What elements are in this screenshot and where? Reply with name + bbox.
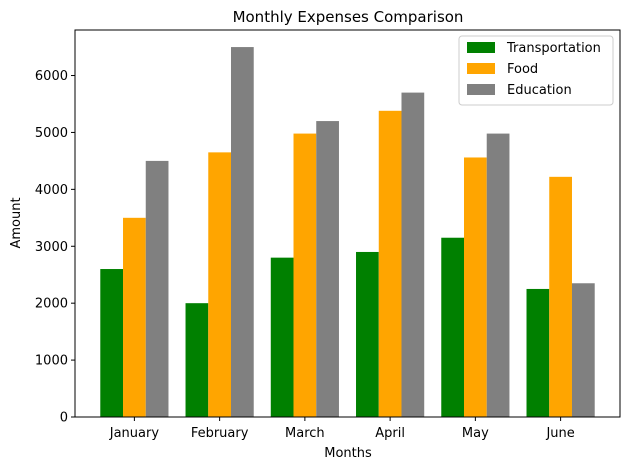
bar-education-march [316, 121, 339, 417]
bar-food-february [208, 152, 231, 418]
bar-education-january [145, 160, 169, 417]
bar-education-february [231, 47, 254, 417]
bar-transportation-april [356, 251, 379, 417]
plot-frame [74, 29, 621, 418]
x-tick-label: March [285, 426, 325, 441]
bar-transportation-january [100, 269, 124, 417]
y-tick-label: 1000 [35, 354, 68, 369]
y-axis-title: Amount [9, 197, 24, 248]
y-tick-label: 6000 [35, 69, 68, 84]
x-tick-label: April [375, 426, 405, 441]
x-tick-label: June [545, 426, 574, 441]
bar-food-april [378, 110, 402, 417]
x-axis: January February March April May June [109, 417, 575, 441]
bar-education-june [571, 283, 595, 417]
bar-transportation-march [270, 257, 294, 417]
chart-title: Monthly Expenses Comparison [233, 8, 464, 26]
bar-education-april [401, 92, 425, 417]
y-axis: 0 1000 2000 3000 4000 5000 6000 [35, 69, 75, 426]
bars-layer [100, 47, 595, 418]
bar-transportation-june [526, 288, 550, 417]
legend-frame [458, 35, 614, 106]
legend-swatch-food [467, 63, 495, 74]
x-axis-title: Months [324, 446, 372, 461]
legend-label-transportation: Transportation [506, 41, 601, 56]
y-tick-label: 4000 [35, 183, 68, 198]
bar-transportation-may [441, 237, 464, 417]
bar-transportation-february [185, 303, 209, 417]
legend-swatch-education [467, 84, 495, 95]
x-tick-label: January [109, 426, 160, 441]
bar-food-june [549, 176, 572, 417]
x-tick-label: May [462, 426, 489, 441]
legend: Transportation Food Education [458, 35, 614, 106]
legend-swatch-transportation [467, 42, 495, 53]
bar-food-january [123, 217, 146, 417]
legend-label-education: Education [507, 83, 572, 98]
y-tick-label: 2000 [35, 297, 68, 312]
y-tick-label: 5000 [35, 126, 68, 141]
x-tick-label: February [191, 426, 249, 441]
y-tick-label: 3000 [35, 240, 68, 255]
bar-education-may [486, 133, 510, 417]
bar-food-may [464, 157, 487, 418]
legend-label-food: Food [507, 62, 538, 77]
y-tick-label: 0 [60, 411, 68, 426]
bar-food-march [293, 133, 317, 417]
